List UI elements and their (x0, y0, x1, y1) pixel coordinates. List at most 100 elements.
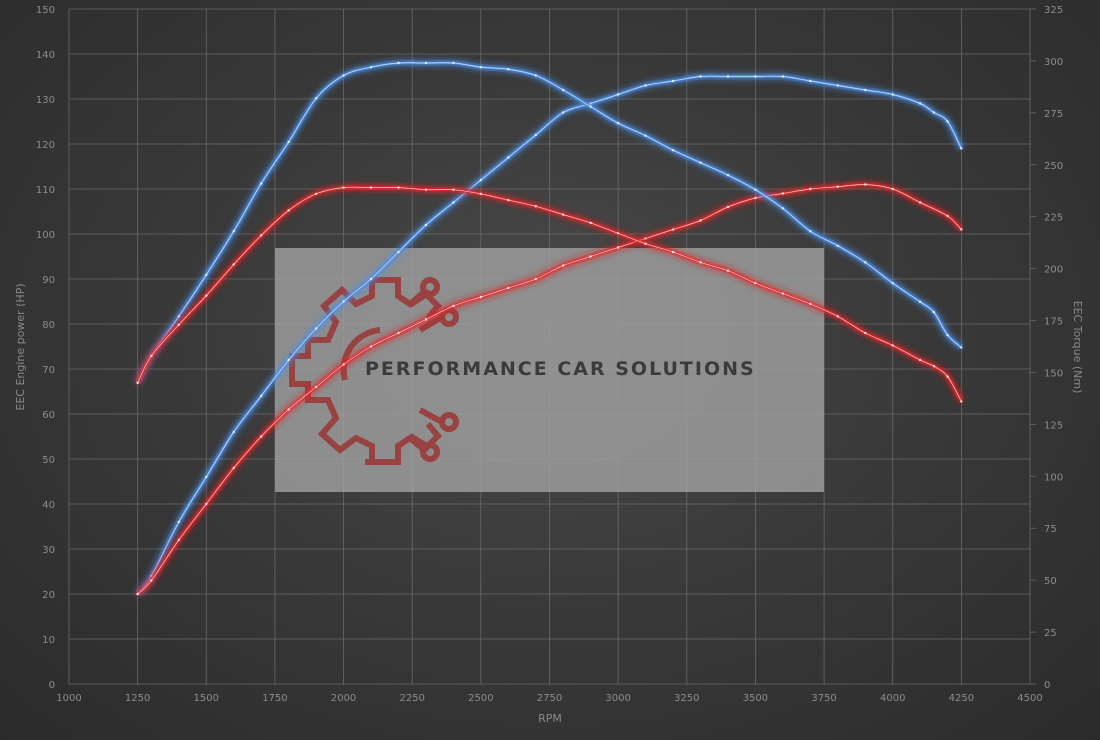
data-point (534, 205, 537, 208)
data-point (424, 188, 428, 191)
x-tick-label: 3250 (674, 693, 699, 704)
data-point (507, 68, 510, 71)
data-point (671, 228, 675, 231)
data-point (562, 88, 565, 92)
data-point (177, 315, 181, 318)
x-tick-label: 3000 (605, 693, 630, 704)
data-point (726, 205, 730, 209)
x-tick-label: 2000 (331, 693, 356, 704)
data-point (177, 323, 181, 326)
data-point (397, 61, 400, 65)
data-point (342, 186, 345, 189)
data-point (699, 261, 702, 264)
x-tick-label: 1000 (56, 693, 81, 704)
data-point (754, 281, 757, 285)
data-point (836, 185, 839, 188)
data-point (960, 346, 963, 349)
data-point (918, 102, 922, 105)
series-0 (135, 73, 965, 596)
x-tick-label: 3500 (743, 693, 768, 704)
data-point (864, 183, 867, 186)
watermark: PERFORMANCE CAR SOLUTIONS (275, 248, 824, 492)
y-right-tick-label: 0 (1044, 680, 1050, 691)
data-point (534, 277, 537, 281)
data-point (781, 292, 785, 295)
data-point (644, 84, 647, 87)
data-point (932, 311, 936, 314)
data-point (589, 255, 592, 258)
data-point (369, 186, 373, 189)
data-point (918, 358, 922, 362)
data-point (918, 300, 922, 304)
data-point (809, 79, 812, 83)
data-point (809, 230, 812, 233)
data-point (260, 394, 263, 398)
data-point (452, 304, 455, 308)
data-point (960, 228, 963, 231)
data-point (616, 246, 620, 249)
data-point (479, 295, 483, 299)
data-point (177, 520, 181, 524)
data-point (836, 244, 839, 247)
series-1 (135, 181, 964, 597)
watermark-panel (275, 248, 824, 492)
data-point (891, 344, 894, 347)
data-point (891, 187, 894, 191)
data-point (260, 435, 263, 438)
data-point (232, 263, 235, 266)
y-left-tick-label: 140 (36, 50, 55, 61)
data-point (809, 302, 812, 306)
data-point (809, 187, 812, 191)
data-point (342, 300, 345, 303)
data-point (589, 105, 592, 108)
y-right-tick-label: 225 (1044, 213, 1063, 224)
y-left-tick-label: 100 (36, 230, 55, 241)
data-point (150, 354, 153, 358)
y-axis-title-left: EEC Engine power (HP) (14, 283, 27, 410)
data-point (726, 173, 730, 177)
y-right-tick-label: 325 (1044, 5, 1063, 16)
data-point (534, 74, 537, 77)
data-point (397, 331, 400, 335)
data-point (754, 188, 757, 191)
data-point (369, 65, 373, 69)
data-point (946, 120, 949, 123)
data-point (205, 273, 208, 277)
watermark-text: PERFORMANCE CAR SOLUTIONS (365, 358, 756, 380)
data-point (726, 75, 730, 78)
y-left-tick-label: 20 (42, 590, 55, 601)
data-point (397, 186, 400, 189)
data-point (342, 74, 345, 77)
y-axis-title-right: EEC Torque (Nm) (1071, 301, 1084, 394)
data-point (781, 207, 785, 210)
data-point (369, 345, 373, 348)
data-point (644, 237, 647, 240)
data-point (342, 363, 345, 366)
data-point (287, 140, 290, 144)
data-point (726, 269, 730, 272)
data-point (891, 93, 894, 96)
data-point (699, 219, 702, 222)
data-point (314, 385, 318, 389)
x-tick-label: 2500 (468, 693, 493, 704)
y-left-tick-label: 10 (42, 635, 55, 646)
data-point (864, 261, 867, 264)
data-point (616, 232, 620, 235)
data-point (754, 75, 757, 78)
tick-labels: 1000 1250 1500 1750 2000 2250 2500 2750 3000 3250… (36, 5, 1063, 704)
data-point (205, 475, 208, 479)
data-point (671, 250, 675, 254)
data-point (424, 61, 428, 65)
data-point (932, 365, 936, 368)
data-point (960, 400, 963, 403)
data-point (946, 333, 949, 337)
y-right-tick-label: 75 (1044, 524, 1057, 535)
data-point (314, 192, 318, 196)
data-point (836, 84, 839, 87)
data-point (507, 156, 510, 159)
x-tick-label: 4250 (949, 693, 974, 704)
y-right-tick-label: 300 (1044, 57, 1063, 68)
data-point (644, 134, 647, 137)
x-tick-label: 2250 (399, 693, 424, 704)
